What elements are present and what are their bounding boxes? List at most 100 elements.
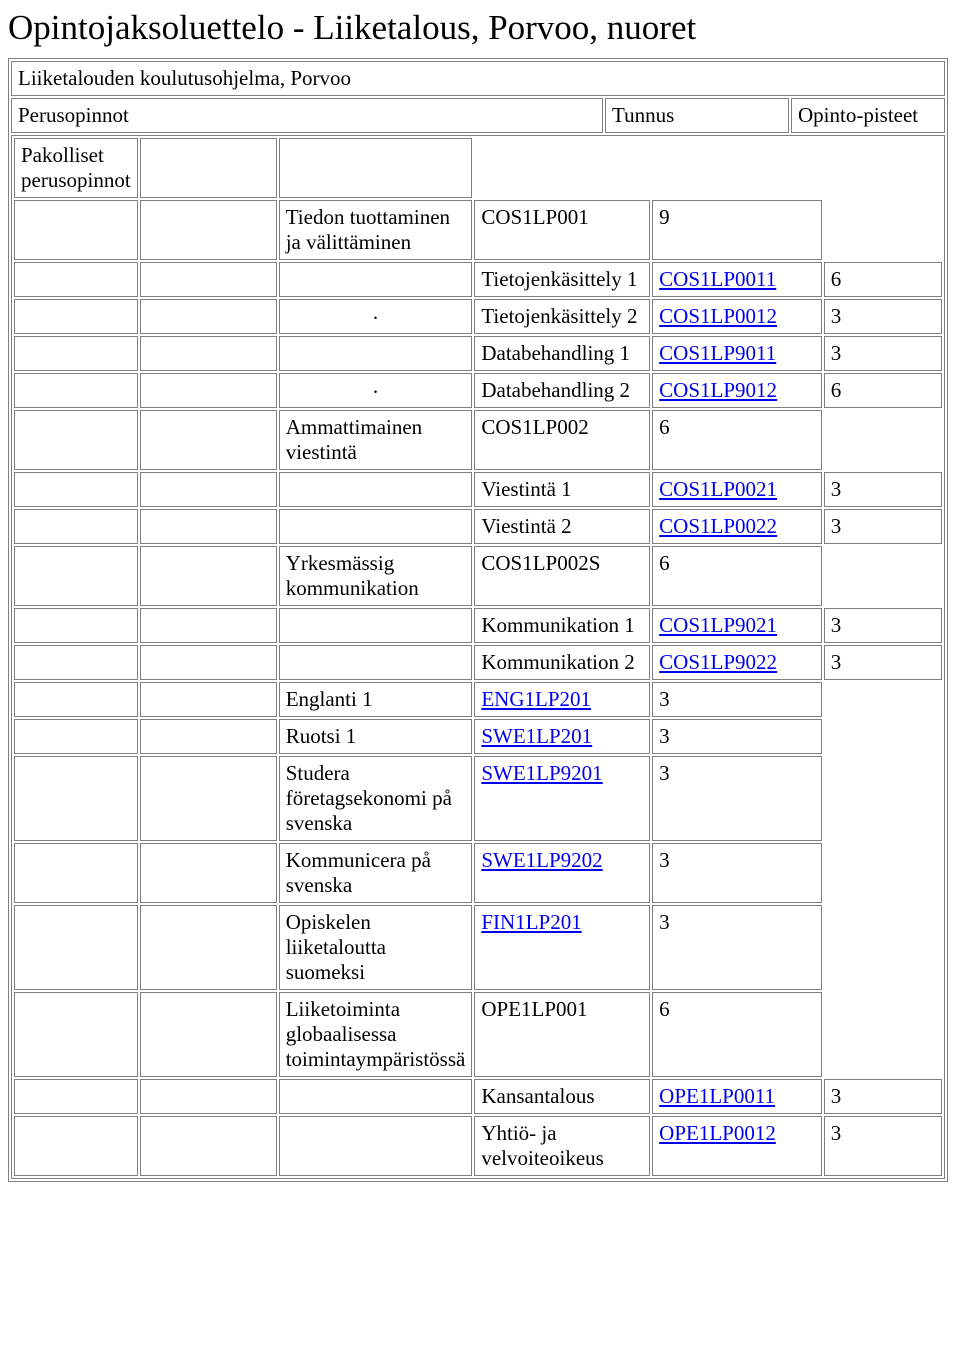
indent-cell [14,905,138,990]
course-points: 6 [652,546,822,606]
course-points: 6 [652,410,822,470]
section-title: Pakolliset perusopinnot [14,138,138,198]
course-code-link[interactable]: OPE1LP0011 [659,1084,775,1108]
course-code: SWE1LP9202 [474,843,650,903]
dot-cell [140,843,277,903]
course-row: Yhtiö- ja velvoiteoikeusOPE1LP00123 [14,1116,942,1176]
content-row: Pakolliset perusopinnot Tiedon tuottamin… [11,135,945,1179]
course-label: Studera företagsekonomi på svenska [279,756,473,841]
course-code-link[interactable]: SWE1LP9201 [481,761,602,785]
course-code: COS1LP0021 [652,472,822,507]
empty-cell [279,138,473,198]
dot-cell: . [279,373,473,408]
dot-cell [140,410,277,470]
indent-cell [140,373,277,408]
course-code-link[interactable]: FIN1LP201 [481,910,581,934]
section-table: Pakolliset perusopinnot Tiedon tuottamin… [11,135,945,1179]
course-code-link[interactable]: OPE1LP0012 [659,1121,776,1145]
course-code: COS1LP0022 [652,509,822,544]
course-code: COS1LP9012 [652,373,822,408]
dot-cell [140,905,277,990]
course-points: 3 [652,843,822,903]
course-code-link[interactable]: COS1LP0022 [659,514,777,538]
course-label: Kommunicera på svenska [279,843,473,903]
dot-cell [279,262,473,297]
course-row: Kommunikation 2 COS1LP9022 3 [14,645,942,680]
course-code: ENG1LP201 [474,682,650,717]
indent-cell [140,472,277,507]
course-points: 3 [824,1079,942,1114]
indent-cell [140,299,277,334]
course-code: FIN1LP201 [474,905,650,990]
course-code: COS1LP9022 [652,645,822,680]
dot-cell: . [279,299,473,334]
dot-cell [279,336,473,371]
course-code-link[interactable]: ENG1LP201 [481,687,591,711]
dot-cell [140,992,277,1077]
course-code: OPE1LP001 [474,992,650,1077]
course-label: Kommunikation 2 [474,645,650,680]
course-points: 3 [824,645,942,680]
header-row: Perusopinnot Tunnus Opinto-pisteet [11,98,945,133]
course-label: Viestintä 2 [474,509,650,544]
course-code-link[interactable]: COS1LP9021 [659,613,777,637]
indent-cell [14,299,138,334]
dot-cell [140,200,277,260]
indent-cell [14,756,138,841]
indent-cell [14,509,138,544]
course-code: COS1LP002S [474,546,650,606]
course-points: 6 [824,262,942,297]
indent-cell [140,1116,277,1176]
indent-cell [14,410,138,470]
course-code-link[interactable]: COS1LP9012 [659,378,777,402]
course-label: Databehandling 1 [474,336,650,371]
course-code: COS1LP0011 [652,262,822,297]
course-row: .Databehandling 2COS1LP90126 [14,373,942,408]
course-code: OPE1LP0011 [652,1079,822,1114]
course-label: Viestintä 1 [474,472,650,507]
course-code-link[interactable]: SWE1LP201 [481,724,592,748]
indent-cell [14,200,138,260]
course-points: 3 [824,472,942,507]
course-row: Opiskelen liiketaloutta suomeksi FIN1LP20… [14,905,942,990]
course-code-link[interactable]: SWE1LP9202 [481,848,602,872]
dot-cell [140,719,277,754]
course-label: Opiskelen liiketaloutta suomeksi [279,905,473,990]
indent-cell [140,336,277,371]
course-code-link[interactable]: COS1LP9011 [659,341,776,365]
course-label: Yhtiö- ja velvoiteoikeus [474,1116,650,1176]
course-code-link[interactable]: COS1LP0011 [659,267,776,291]
indent-cell [14,1079,138,1114]
course-code: COS1LP001 [474,200,650,260]
indent-cell [14,472,138,507]
course-code-link[interactable]: COS1LP0012 [659,304,777,328]
course-label: Tiedon tuottaminen ja välittäminen [279,200,473,260]
course-code-link[interactable]: COS1LP9022 [659,650,777,674]
course-points: 3 [652,905,822,990]
course-code: COS1LP002 [474,410,650,470]
course-code: SWE1LP201 [474,719,650,754]
course-code: OPE1LP0012 [652,1116,822,1176]
course-code-link[interactable]: COS1LP0021 [659,477,777,501]
course-row: Ammattimainen viestintäCOS1LP0026 [14,410,942,470]
course-row: Databehandling 1COS1LP90113 [14,336,942,371]
dot-cell [279,509,473,544]
dot-cell [140,756,277,841]
course-points: 3 [652,719,822,754]
indent-cell [14,262,138,297]
course-row: .Tietojenkäsittely 2COS1LP00123 [14,299,942,334]
program-subtitle: Liiketalouden koulutusohjelma, Porvoo [11,61,945,96]
course-row: Englanti 1ENG1LP2013 [14,682,942,717]
indent-cell [14,645,138,680]
section-title-row: Pakolliset perusopinnot [14,138,942,198]
dot-cell [279,645,473,680]
course-label: Yrkesmässig kommunikation [279,546,473,606]
course-row: Kommunikation 1COS1LP90213 [14,608,942,643]
course-code: COS1LP9021 [652,608,822,643]
indent-cell [140,608,277,643]
header-col1: Perusopinnot [11,98,603,133]
indent-cell [14,546,138,606]
indent-cell [140,1079,277,1114]
course-row: Ruotsi 1SWE1LP2013 [14,719,942,754]
dot-cell [140,682,277,717]
